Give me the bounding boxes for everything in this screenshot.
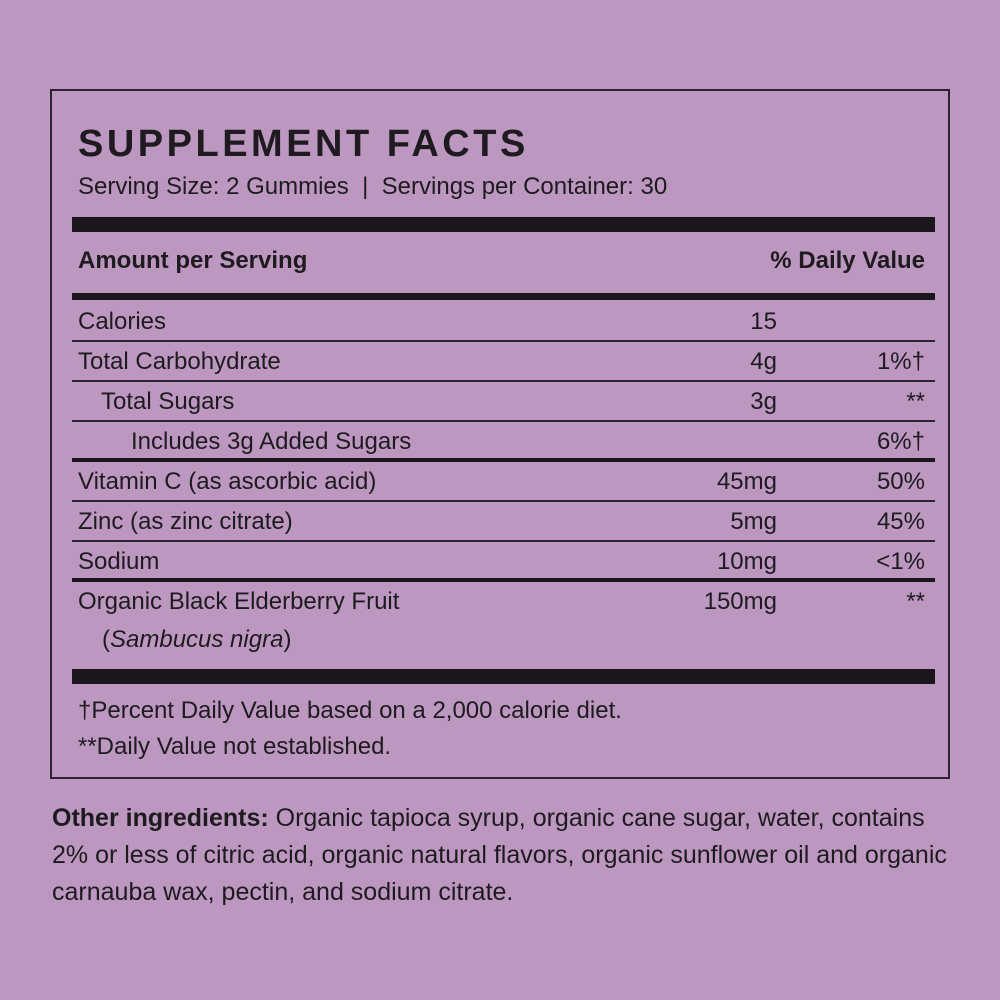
nutrient-name: Includes 3g Added Sugars bbox=[131, 428, 412, 455]
footnote-not-established: **Daily Value not established. bbox=[78, 733, 392, 760]
paren-open: ( bbox=[102, 626, 110, 653]
table-row: Total Sugars 3g ** bbox=[72, 382, 935, 422]
nutrient-dv: 1%† bbox=[876, 348, 925, 375]
nutrient-name: Calories bbox=[78, 308, 167, 335]
latin-name-text: Sambucus nigra bbox=[110, 626, 284, 653]
nutrient-dv: <1% bbox=[876, 548, 925, 575]
nutrient-amount: 3g bbox=[750, 388, 777, 415]
table-row: Total Carbohydrate 4g 1%† bbox=[72, 342, 935, 382]
nutrient-amount: 150mg bbox=[703, 588, 777, 615]
nutrient-amount: 5mg bbox=[730, 508, 777, 535]
nutrient-dv: ** bbox=[906, 588, 925, 615]
nutrient-table: Calories 15 Total Carbohydrate 4g 1%† Total… bbox=[72, 302, 935, 666]
dv-header: % Daily Value bbox=[770, 247, 925, 274]
nutrient-amount: 10mg bbox=[716, 548, 777, 575]
other-ingredients-label: Other ingredients: bbox=[52, 804, 269, 832]
table-row: Organic Black Elderberry Fruit 150mg ** (S… bbox=[72, 582, 935, 666]
latin-name: (Sambucus nigra) bbox=[102, 626, 291, 654]
nutrient-amount: 15 bbox=[750, 308, 777, 335]
nutrient-dv: 6%† bbox=[876, 428, 925, 455]
other-ingredients-text: Organic tapioca syrup, organic cane suga… bbox=[52, 804, 947, 906]
supplement-facts-panel: SUPPLEMENT FACTS Serving Size: 2 Gummies… bbox=[50, 89, 950, 779]
table-row: Zinc (as zinc citrate) 5mg 45% bbox=[72, 502, 935, 542]
nutrient-dv: 45% bbox=[876, 508, 925, 535]
nutrient-name: Total Carbohydrate bbox=[78, 348, 281, 375]
medium-divider bbox=[72, 293, 935, 300]
column-header: Amount per Serving % Daily Value bbox=[78, 247, 925, 275]
table-row: Calories 15 bbox=[72, 302, 935, 342]
nutrient-name: Zinc (as zinc citrate) bbox=[78, 508, 293, 535]
table-row: Vitamin C (as ascorbic acid) 45mg 50% bbox=[72, 462, 935, 502]
amount-header: Amount per Serving bbox=[78, 247, 308, 274]
paren-close: ) bbox=[283, 626, 292, 653]
serving-info: Serving Size: 2 Gummies | Servings per C… bbox=[78, 173, 668, 200]
thick-divider bbox=[72, 669, 935, 684]
table-row: Sodium 10mg <1% bbox=[72, 542, 935, 582]
table-row: Includes 3g Added Sugars 6%† bbox=[72, 422, 935, 462]
nutrient-dv: 50% bbox=[876, 468, 925, 495]
nutrient-name: Organic Black Elderberry Fruit bbox=[78, 588, 400, 615]
thick-divider bbox=[72, 217, 935, 232]
nutrient-name: Total Sugars bbox=[101, 388, 235, 415]
other-ingredients: Other ingredients: Organic tapioca syrup… bbox=[52, 800, 962, 911]
panel-title: SUPPLEMENT FACTS bbox=[78, 123, 529, 165]
nutrient-amount: 45mg bbox=[716, 468, 777, 495]
footnote-daily-value: †Percent Daily Value based on a 2,000 ca… bbox=[78, 697, 622, 724]
nutrient-amount: 4g bbox=[750, 348, 777, 375]
nutrient-name: Vitamin C (as ascorbic acid) bbox=[78, 468, 377, 495]
nutrient-dv: ** bbox=[906, 388, 925, 415]
nutrient-name: Sodium bbox=[78, 548, 160, 575]
